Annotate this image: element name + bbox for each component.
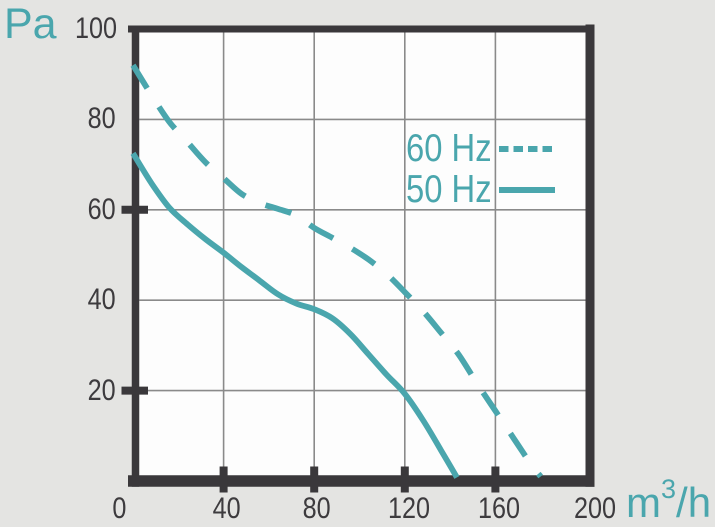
y-tick-label: 40 bbox=[87, 283, 116, 317]
x-tick-label: 200 bbox=[573, 492, 616, 525]
y-axis-unit-label: Pa bbox=[4, 0, 57, 48]
y-tick-label: 60 bbox=[87, 192, 116, 226]
x-tick-label: 120 bbox=[387, 492, 430, 525]
y-tick-label: 20 bbox=[87, 373, 116, 407]
x-tick-label: 80 bbox=[302, 492, 331, 525]
x-tick-label: 160 bbox=[478, 492, 521, 525]
x-unit-rest: /h bbox=[676, 479, 712, 526]
legend: 60 Hz 50 Hz bbox=[406, 128, 556, 210]
x-unit-base: m bbox=[626, 479, 661, 526]
curve-60hz bbox=[130, 63, 543, 479]
y-tick-label: 80 bbox=[87, 102, 116, 136]
legend-label-60hz: 60 Hz bbox=[406, 127, 492, 170]
x-unit-superscript: 3 bbox=[661, 474, 677, 504]
x-tick-label: 0 bbox=[111, 492, 126, 525]
y-tick-label: 100 bbox=[74, 12, 118, 45]
legend-label-50hz: 50 Hz bbox=[406, 168, 492, 211]
legend-item-50hz: 50 Hz bbox=[406, 169, 556, 210]
legend-line-dashed-icon bbox=[499, 145, 555, 152]
curve-50hz bbox=[130, 151, 460, 479]
x-axis-unit-label: m3/h bbox=[626, 476, 712, 526]
legend-item-60hz: 60 Hz bbox=[406, 128, 556, 169]
legend-line-solid-icon bbox=[499, 186, 555, 193]
x-tick-label: 40 bbox=[212, 492, 241, 525]
